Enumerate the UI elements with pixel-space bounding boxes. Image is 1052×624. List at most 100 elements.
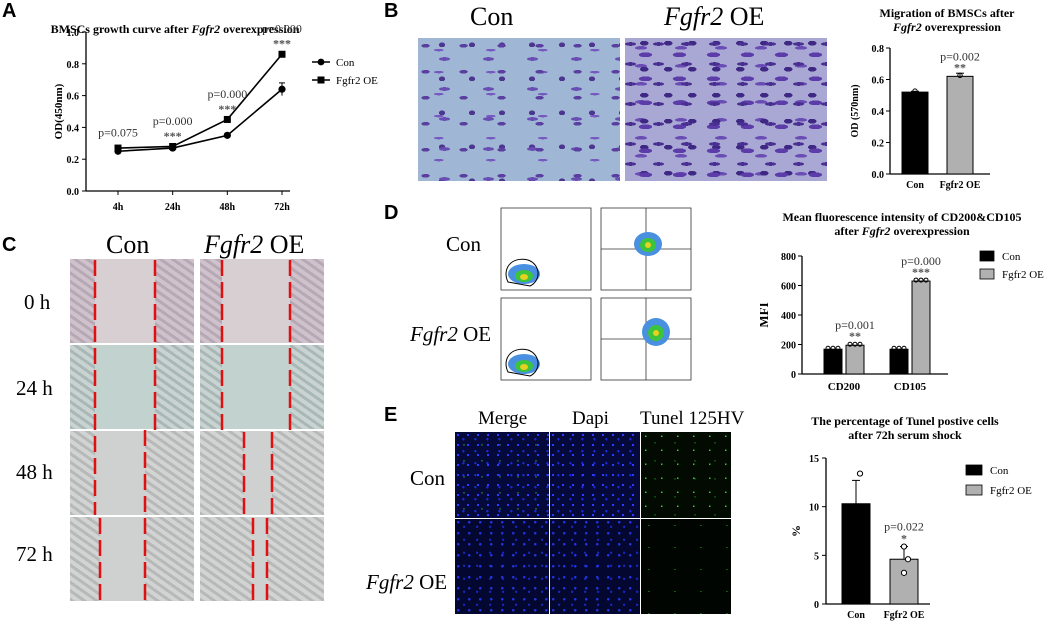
legend-label: Fgfr2 OE [1002, 269, 1044, 281]
p-value-label: p=0.000 [207, 87, 247, 101]
y-tick-label: 0.4 [67, 123, 80, 134]
data-dot [912, 88, 918, 94]
x-tick-label: CD105 [894, 381, 927, 393]
x-tick-label: 4h [113, 202, 124, 213]
p-value-label: p=0.001 [835, 318, 875, 332]
wound-oe-48h [200, 431, 324, 515]
chart-d: 0 200 400 600 800 MFI CD200 p=0.001** CD105 p=0.0… [760, 250, 1044, 393]
y-axis-label: MFI [760, 302, 771, 327]
data-dot [918, 277, 924, 283]
data-dot [857, 341, 863, 347]
bar [889, 348, 909, 375]
significance-stars: *** [912, 265, 930, 279]
y-axis-label: OD(450nm) [53, 83, 65, 139]
y-axis-label: OD (570nm) [850, 84, 861, 137]
wound-con-48h [70, 431, 194, 515]
panel-e-col-merge: Merge [478, 408, 528, 429]
y-tick-label: 0.4 [872, 107, 885, 118]
p-value-label: p=0.000 [262, 22, 302, 36]
significance-stars: *** [218, 102, 236, 116]
panel-c-row-0h: 0 h [24, 290, 51, 314]
series-line [117, 53, 283, 149]
wound-con-24h [70, 345, 194, 429]
wound-con-0h [70, 259, 194, 343]
data-point [278, 50, 286, 58]
legend-marker [317, 76, 325, 84]
data-dot [957, 72, 963, 79]
x-tick-label: CD200 [828, 381, 861, 393]
y-tick-label: 0 [791, 370, 796, 381]
flow-cytometry-plots [500, 207, 692, 381]
tunel-tunel-con [641, 432, 731, 518]
wound-oe-72h [200, 517, 324, 601]
data-dot [900, 543, 908, 550]
panel-letter-c: C [2, 234, 17, 256]
data-point [169, 142, 177, 150]
p-value-label: p=0.000 [153, 114, 193, 128]
legend-label: Con [336, 57, 355, 69]
bar [911, 280, 931, 375]
wound-oe-0h [200, 259, 324, 343]
panel-e-row-oe: Fgfr2 OE [366, 570, 448, 594]
bar [841, 503, 871, 605]
data-dot [904, 556, 912, 563]
data-dot [852, 341, 858, 347]
y-tick-label: 0.2 [872, 139, 885, 150]
significance-stars: *** [164, 129, 182, 143]
wound-oe-24h [200, 345, 324, 429]
data-dot [856, 470, 864, 477]
panel-letter-e: E [384, 404, 398, 426]
p-value-label: p=0.022 [884, 520, 924, 534]
y-tick-label: 10 [809, 503, 819, 514]
chart-e: 0 5 10 15% Con Fgfr2 OE p=0.022* Con Fgfr2 OE [789, 454, 1032, 621]
legend-swatch [965, 484, 983, 496]
data-dot [923, 277, 929, 283]
legend-label: Fgfr2 OE [336, 75, 378, 87]
data-dot [900, 569, 908, 576]
p-value-label: p=0.002 [940, 49, 980, 63]
panel-b-label-oe: Fgfr2 OE [664, 2, 765, 31]
data-point [223, 115, 231, 123]
y-tick-label: 0.6 [872, 76, 885, 87]
bar [946, 75, 974, 175]
panel-d-title: Mean fluorescence intensity of CD200&CD1… [782, 210, 1022, 238]
chart-b: 0.0 0.2 0.4 0.6 0.8 OD (570nm) Con Fgfr2 OE p=0.… [850, 44, 990, 191]
x-tick-label: 48h [220, 202, 236, 213]
x-tick-label: Con [906, 180, 924, 191]
y-tick-label: 200 [781, 341, 796, 352]
tunel-merge-con [455, 432, 549, 518]
tunel-tunel-oe [641, 519, 731, 614]
chart-a: 0.0 0.2 0.4 0.6 0.8 1.0 4h 24h 48h 72h OD(450nm) p=… [53, 22, 378, 213]
bar [845, 344, 865, 375]
x-tick-label: 24h [165, 202, 181, 213]
y-tick-label: 0 [814, 600, 819, 611]
data-point [278, 85, 286, 93]
y-tick-label: 0.0 [67, 187, 80, 198]
bar [889, 558, 919, 605]
significance-stars: *** [273, 37, 291, 51]
data-dot [847, 341, 853, 347]
panel-c-row-24h: 24 h [16, 376, 53, 400]
legend-swatch [979, 268, 995, 280]
panel-e-col-dapi: Dapi [572, 408, 609, 429]
legend-swatch [979, 250, 995, 262]
migration-image-oe [625, 38, 827, 181]
p-value-label: p=0.075 [98, 125, 138, 139]
data-dot [835, 345, 841, 351]
significance-stars: ** [954, 60, 966, 74]
panel-a-title: BMSCs growth curve after Fgfr2 overexpre… [50, 22, 300, 36]
data-dot [891, 345, 897, 351]
y-tick-label: 400 [781, 311, 796, 322]
legend-label: Con [1002, 251, 1021, 263]
tunel-dapi-oe [550, 519, 640, 614]
panel-e-title: The percentage of Tunel postive cells aft… [811, 414, 999, 442]
panel-d-label-con: Con [446, 232, 482, 256]
panel-c-label-con: Con [106, 230, 150, 259]
y-tick-label: 1.0 [67, 28, 80, 39]
migration-image-con [418, 38, 620, 181]
data-point [114, 144, 122, 152]
p-value-label: p=0.000 [901, 254, 941, 268]
x-tick-label: Fgfr2 OE [884, 610, 925, 621]
panel-b-title: Migration of BMSCs after Fgfr2 overexpres… [879, 6, 1015, 34]
legend-marker [317, 58, 325, 66]
